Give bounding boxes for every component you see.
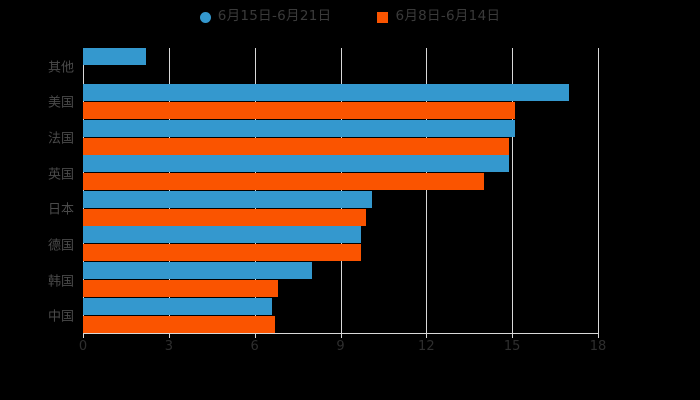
bar-series-b[interactable] [83, 280, 278, 298]
y-axis-category-label: 美国 [47, 95, 74, 111]
x-axis-tick [340, 333, 342, 338]
bar-series-b[interactable] [83, 173, 484, 191]
bar-series-b[interactable] [83, 244, 361, 262]
x-axis-tick [83, 333, 84, 338]
gridline [168, 48, 170, 333]
bar-series-a[interactable] [83, 48, 146, 66]
x-axis-tick [254, 333, 256, 338]
y-axis-labels: 其他美国法国英国日本德国韩国中国 [0, 48, 74, 333]
gridline [426, 48, 428, 333]
legend-circle-marker-icon [199, 11, 211, 23]
gridline [83, 48, 84, 333]
y-axis-category-label: 中国 [47, 309, 74, 325]
bar-series-a[interactable] [83, 155, 510, 173]
x-axis-tick [426, 333, 428, 338]
legend-item-label: 6月15日-6月21日 [217, 8, 332, 25]
x-axis-tick-label: 3 [164, 339, 173, 354]
bar-series-a[interactable] [83, 119, 516, 137]
legend-item-label: 6月8日-6月14日 [395, 8, 501, 25]
bar-series-b[interactable] [83, 208, 367, 226]
legend-square-marker-icon [377, 11, 389, 23]
x-axis-tick-label: 15 [503, 339, 521, 354]
plot-area [83, 48, 599, 333]
y-axis-category-label: 德国 [47, 238, 74, 254]
gridline [254, 48, 256, 333]
bar-series-a[interactable] [83, 262, 312, 280]
legend-item-1[interactable]: 6月15日-6月21日 [199, 8, 332, 25]
bar-series-a[interactable] [83, 297, 272, 315]
x-axis-tick-label: 9 [336, 339, 345, 354]
chart-legend: 6月15日-6月21日 6月8日-6月14日 [0, 6, 700, 28]
x-axis-tick [598, 333, 599, 338]
gridline [512, 48, 514, 333]
gridline [598, 48, 599, 333]
x-axis-tick-label: 12 [418, 339, 435, 354]
bar-series-b[interactable] [83, 137, 510, 155]
bar-series-a[interactable] [83, 226, 361, 244]
y-axis-category-label: 韩国 [47, 274, 74, 290]
y-axis-category-label: 其他 [47, 60, 74, 76]
gridline [340, 48, 342, 333]
legend-item-2[interactable]: 6月8日-6月14日 [377, 10, 500, 24]
x-axis-tick-label: 18 [589, 339, 607, 354]
bar-series-a[interactable] [83, 83, 570, 101]
bar-series-b[interactable] [83, 315, 275, 333]
y-axis-category-label: 法国 [47, 131, 74, 147]
x-axis-tick [512, 333, 514, 338]
x-axis-tick [168, 333, 170, 338]
bar-series-b[interactable] [83, 101, 516, 119]
y-axis-category-label: 日本 [47, 202, 74, 218]
bar-series-a[interactable] [83, 190, 372, 208]
y-axis-category-label: 英国 [47, 167, 74, 183]
x-axis-tick-label: 6 [250, 339, 259, 354]
x-axis-tick-label: 0 [78, 339, 88, 354]
